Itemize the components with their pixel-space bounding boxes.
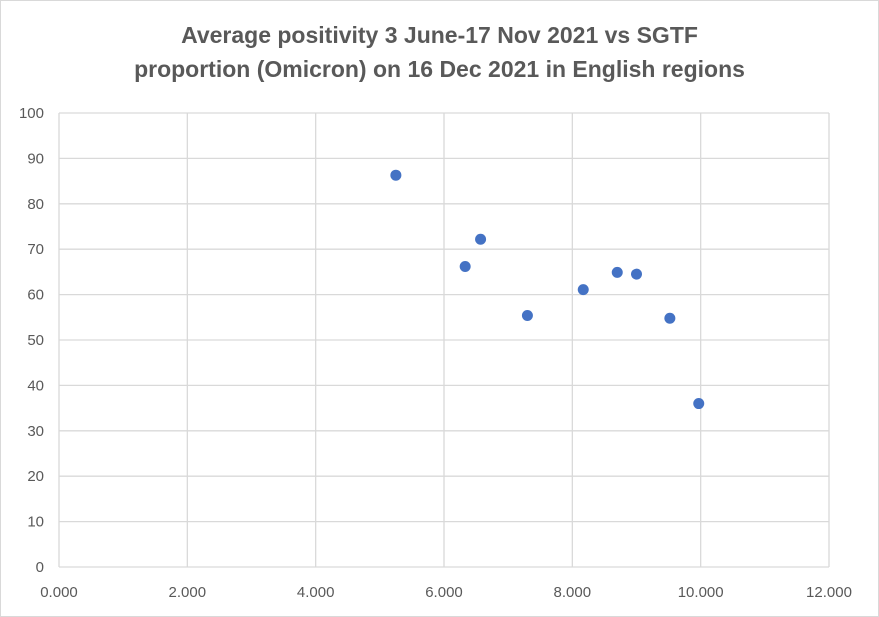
y-tick-label: 50 (27, 332, 44, 349)
y-tick-label: 90 (27, 150, 44, 167)
data-point (631, 268, 642, 280)
data-points (390, 169, 705, 410)
y-tick-label: 80 (27, 196, 44, 213)
data-point (611, 266, 623, 278)
y-tick-label: 60 (27, 287, 44, 304)
x-tick-label: 2.000 (169, 584, 207, 601)
chart-title: Average positivity 3 June-17 Nov 2021 vs… (0, 18, 879, 86)
chart-title-line-2: proportion (Omicron) on 16 Dec 2021 in E… (134, 56, 745, 82)
y-tick-label: 30 (27, 423, 44, 440)
y-tick-label: 40 (27, 377, 44, 394)
x-tick-label: 0.000 (40, 584, 78, 601)
gridlines (58, 112, 830, 568)
x-tick-label: 8.000 (554, 584, 592, 601)
data-point (459, 260, 471, 272)
chart-title-line-1: Average positivity 3 June-17 Nov 2021 vs… (181, 22, 698, 48)
y-tick-label: 20 (27, 468, 44, 485)
data-point (521, 309, 533, 321)
data-point (390, 169, 402, 181)
y-tick-label: 0 (36, 559, 44, 576)
data-point (664, 312, 676, 324)
y-tick-label: 70 (27, 241, 44, 258)
data-point (475, 233, 487, 245)
x-tick-label: 6.000 (425, 584, 463, 601)
x-tick-label: 4.000 (297, 584, 335, 601)
tick-labels: 0 10 20 30 40 50 60 70 80 90 100 0.000 2.000 4.000 6.0… (19, 105, 852, 601)
x-tick-label: 12.000 (806, 584, 852, 601)
data-point (693, 398, 705, 410)
y-tick-label: 10 (27, 514, 44, 531)
y-tick-label: 100 (19, 105, 44, 122)
data-point (577, 284, 589, 296)
x-tick-label: 10.000 (678, 584, 724, 601)
